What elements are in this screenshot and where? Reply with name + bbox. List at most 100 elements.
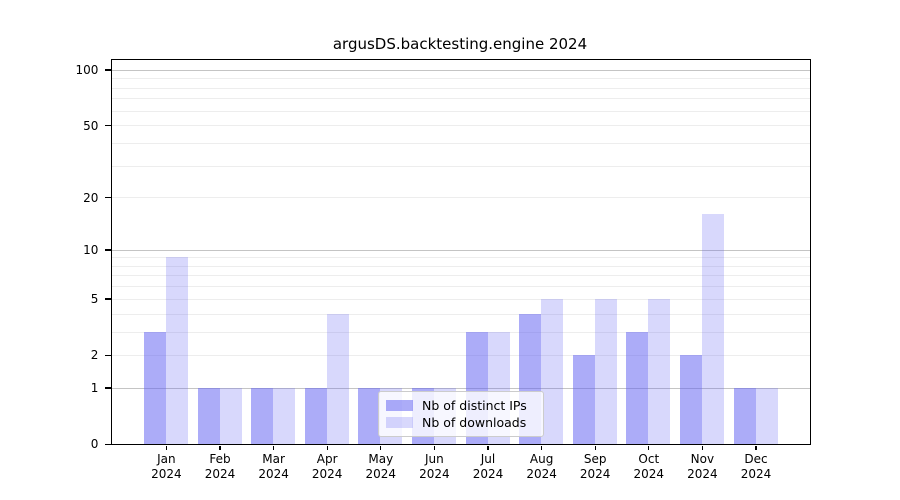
x-tick-label-year: 2024 bbox=[311, 467, 343, 482]
x-tick-mark bbox=[272, 445, 275, 450]
x-tick-label-year: 2024 bbox=[526, 467, 557, 482]
bar-downloads bbox=[648, 298, 671, 444]
x-tick-label-month: Jul bbox=[480, 452, 496, 467]
x-tick-mark bbox=[701, 445, 704, 450]
y-tick-label: 5 bbox=[90, 292, 99, 307]
legend-swatch-downloads bbox=[386, 417, 413, 428]
bar-downloads bbox=[541, 298, 564, 444]
gridline-minor bbox=[112, 298, 810, 300]
legend: Nb of distinct IPs Nb of downloads bbox=[378, 391, 544, 437]
x-tick-label: Jan 2024 bbox=[134, 452, 198, 482]
x-tick-mark bbox=[540, 445, 543, 450]
x-tick-label: Mar 2024 bbox=[242, 452, 306, 482]
gridline-minor bbox=[112, 142, 810, 144]
x-tick-label: May 2024 bbox=[349, 452, 413, 482]
x-tick-label-month: Apr bbox=[316, 452, 338, 467]
gridline-minor bbox=[112, 257, 810, 259]
legend-item-distinct-ips: Nb of distinct IPs bbox=[386, 398, 535, 413]
x-tick-mark bbox=[219, 445, 221, 450]
x-tick-label-year: 2024 bbox=[204, 467, 236, 482]
x-tick-label: Jul 2024 bbox=[456, 452, 520, 482]
plot-area: Nb of distinct IPs Nb of downloads bbox=[111, 59, 811, 445]
x-tick-label-year: 2024 bbox=[579, 467, 611, 482]
gridline-minor bbox=[112, 125, 810, 127]
gridline-major bbox=[112, 249, 810, 251]
y-tick-label: 20 bbox=[83, 190, 99, 205]
bar-distinct-ips bbox=[572, 354, 595, 444]
bar-distinct-ips bbox=[680, 354, 702, 444]
gridline-minor bbox=[112, 78, 810, 80]
x-tick-label: Nov 2024 bbox=[670, 452, 734, 482]
bar-distinct-ips bbox=[626, 331, 649, 444]
x-tick-mark bbox=[165, 445, 168, 450]
x-tick-mark bbox=[594, 445, 596, 450]
legend-label-downloads: Nb of downloads bbox=[422, 415, 527, 430]
x-tick-mark bbox=[648, 445, 650, 450]
x-tick-label: Sep 2024 bbox=[563, 452, 627, 482]
x-tick-label-month: Jun bbox=[425, 452, 444, 467]
x-tick-label-year: 2024 bbox=[633, 467, 665, 482]
x-tick-label: Oct 2024 bbox=[617, 452, 681, 482]
gridline-minor bbox=[112, 275, 810, 277]
x-tick-label-month: Sep bbox=[583, 452, 607, 467]
legend-item-downloads: Nb of downloads bbox=[386, 415, 535, 430]
gridline-minor bbox=[112, 286, 810, 288]
gridline-minor bbox=[112, 165, 810, 167]
gridline-minor bbox=[112, 313, 810, 315]
gridline-minor bbox=[112, 331, 810, 333]
x-tick-label-year: 2024 bbox=[151, 467, 182, 482]
y-tick-label: 100 bbox=[75, 63, 99, 78]
x-tick-label-month: Dec bbox=[744, 452, 768, 467]
y-tick-mark bbox=[105, 387, 112, 389]
gridline-minor bbox=[112, 87, 810, 89]
gridline-minor bbox=[112, 110, 810, 112]
gridline-minor bbox=[112, 98, 810, 100]
bar-distinct-ips bbox=[251, 387, 274, 444]
gridline-minor bbox=[112, 197, 810, 199]
gridline-minor bbox=[112, 265, 810, 267]
y-tick-mark bbox=[105, 124, 112, 127]
x-tick-label-month: Mar bbox=[262, 452, 285, 467]
y-tick-label: 0 bbox=[90, 437, 99, 452]
x-tick-mark bbox=[487, 445, 489, 450]
x-tick-label-month: May bbox=[368, 452, 394, 467]
bar-distinct-ips bbox=[358, 387, 381, 444]
y-tick-label: 2 bbox=[90, 348, 99, 363]
x-tick-label-month: Jan bbox=[157, 452, 176, 467]
y-tick-mark bbox=[105, 249, 112, 251]
x-tick-label-year: 2024 bbox=[258, 467, 289, 482]
x-tick-label-month: Aug bbox=[529, 452, 554, 467]
y-tick-label: 50 bbox=[83, 118, 99, 133]
bar-downloads bbox=[273, 387, 296, 444]
y-tick-mark bbox=[105, 443, 112, 446]
legend-label-distinct-ips: Nb of distinct IPs bbox=[422, 398, 527, 413]
x-tick-label-month: Nov bbox=[690, 452, 715, 467]
bar-distinct-ips bbox=[144, 331, 166, 444]
chart-title: argusDS.backtesting.engine 2024 bbox=[332, 35, 588, 53]
x-tick-mark bbox=[433, 445, 436, 450]
bar-downloads bbox=[594, 298, 617, 444]
x-tick-mark bbox=[326, 445, 328, 450]
x-tick-mark bbox=[380, 445, 382, 450]
y-tick-mark bbox=[105, 298, 112, 300]
gridline-major bbox=[112, 387, 810, 389]
x-tick-label-month: Feb bbox=[209, 452, 231, 467]
legend-swatch-distinct-ips bbox=[386, 400, 413, 411]
bar-downloads bbox=[755, 387, 778, 444]
x-tick-label-year: 2024 bbox=[419, 467, 450, 482]
y-tick-label: 1 bbox=[90, 381, 99, 396]
y-tick-label: 10 bbox=[83, 242, 99, 257]
bar-downloads bbox=[702, 214, 724, 444]
bar-downloads bbox=[326, 313, 349, 444]
y-tick-mark bbox=[105, 196, 112, 199]
gridline-major bbox=[112, 69, 810, 71]
bar-distinct-ips bbox=[197, 387, 220, 444]
x-tick-label-year: 2024 bbox=[365, 467, 397, 482]
bar-distinct-ips bbox=[304, 387, 327, 444]
y-tick-mark bbox=[105, 69, 112, 71]
x-tick-label: Dec 2024 bbox=[724, 452, 788, 482]
y-tick-mark bbox=[105, 354, 112, 356]
x-tick-label-year: 2024 bbox=[740, 467, 772, 482]
x-tick-label-year: 2024 bbox=[687, 467, 718, 482]
x-tick-label: Feb 2024 bbox=[188, 452, 252, 482]
